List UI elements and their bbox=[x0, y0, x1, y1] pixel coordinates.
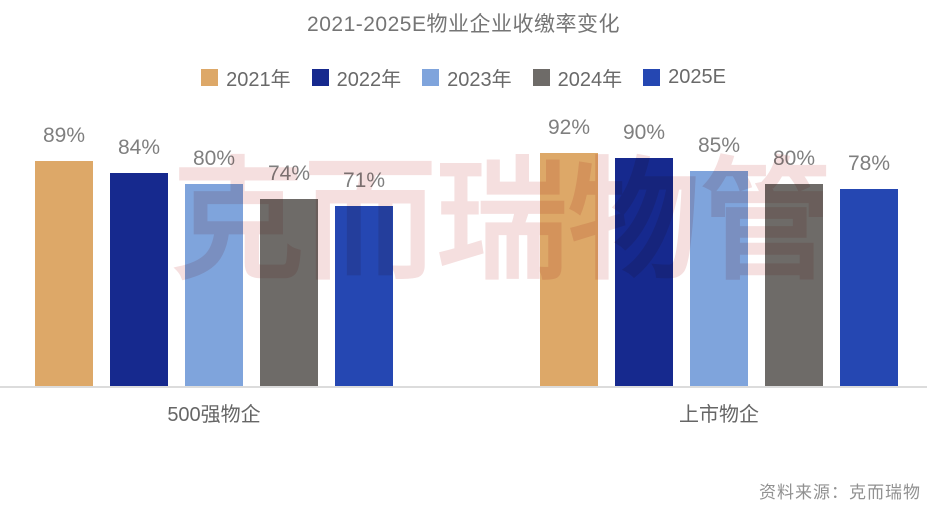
legend-label: 2022年 bbox=[336, 69, 402, 91]
bar-value-label: 90% bbox=[622, 121, 666, 144]
bar-column: 89% bbox=[35, 124, 93, 386]
bar-column: 74% bbox=[260, 162, 318, 386]
bar bbox=[185, 184, 243, 386]
bar-value-label: 71% bbox=[342, 169, 386, 192]
bar-value-label: 85% bbox=[697, 134, 741, 157]
bar-value-label: 74% bbox=[267, 162, 311, 185]
bar-column: 80% bbox=[185, 147, 243, 386]
legend-swatch-icon bbox=[201, 69, 219, 86]
legend-swatch-icon bbox=[422, 69, 440, 86]
bar bbox=[35, 161, 93, 386]
legend-item: 2024年 bbox=[532, 63, 623, 92]
legend-label: 2021年 bbox=[226, 69, 291, 91]
bar-group: 89% 84% 80% 74% 71% bbox=[35, 124, 393, 386]
bar-group: 92% 90% 85% 80% 78% bbox=[540, 116, 898, 386]
x-axis-line bbox=[0, 386, 927, 388]
bar-column: 84% bbox=[110, 136, 168, 386]
bar-value-label: 78% bbox=[847, 152, 891, 175]
legend-swatch-icon bbox=[532, 69, 550, 86]
bar-value-label: 89% bbox=[42, 124, 86, 147]
bar bbox=[690, 171, 748, 386]
legend-item: 2021年 bbox=[201, 63, 291, 92]
bar bbox=[615, 158, 673, 386]
legend-swatch-icon bbox=[311, 69, 329, 86]
category-label: 上市物企 bbox=[679, 404, 759, 426]
bar bbox=[335, 206, 393, 386]
bar-column: 90% bbox=[615, 121, 673, 386]
bar bbox=[765, 184, 823, 386]
bar-column: 85% bbox=[690, 134, 748, 386]
bar-value-label: 92% bbox=[547, 116, 591, 139]
legend-item: 2025E bbox=[643, 66, 726, 89]
plot-area: 克而瑞物管 89% 84% 80% 74% 71% 92% 90% 85% 80% 78% bbox=[35, 116, 898, 386]
bar bbox=[540, 153, 598, 386]
bar bbox=[110, 173, 168, 386]
source-note: 资料来源：克而瑞物 bbox=[759, 483, 921, 502]
category-label: 500强物企 bbox=[167, 404, 261, 426]
legend-label: 2024年 bbox=[557, 69, 623, 91]
legend: 2021年 2022年 2023年 2024年 2025E bbox=[0, 63, 927, 92]
bar-column: 71% bbox=[335, 169, 393, 386]
chart-title: 2021-2025E物业企业收缴率变化 bbox=[307, 13, 620, 36]
legend-item: 2023年 bbox=[422, 63, 512, 92]
legend-label: 2023年 bbox=[447, 69, 512, 91]
legend-item: 2022年 bbox=[311, 63, 402, 92]
bar-value-label: 80% bbox=[192, 147, 236, 170]
legend-swatch-icon bbox=[643, 69, 661, 86]
bar bbox=[260, 199, 318, 386]
bar-column: 80% bbox=[765, 147, 823, 386]
bar bbox=[840, 189, 898, 386]
legend-label: 2025E bbox=[668, 66, 726, 88]
bar-value-label: 84% bbox=[117, 136, 161, 159]
bar-value-label: 80% bbox=[772, 147, 816, 170]
bar-column: 92% bbox=[540, 116, 598, 386]
bar-column: 78% bbox=[840, 152, 898, 386]
